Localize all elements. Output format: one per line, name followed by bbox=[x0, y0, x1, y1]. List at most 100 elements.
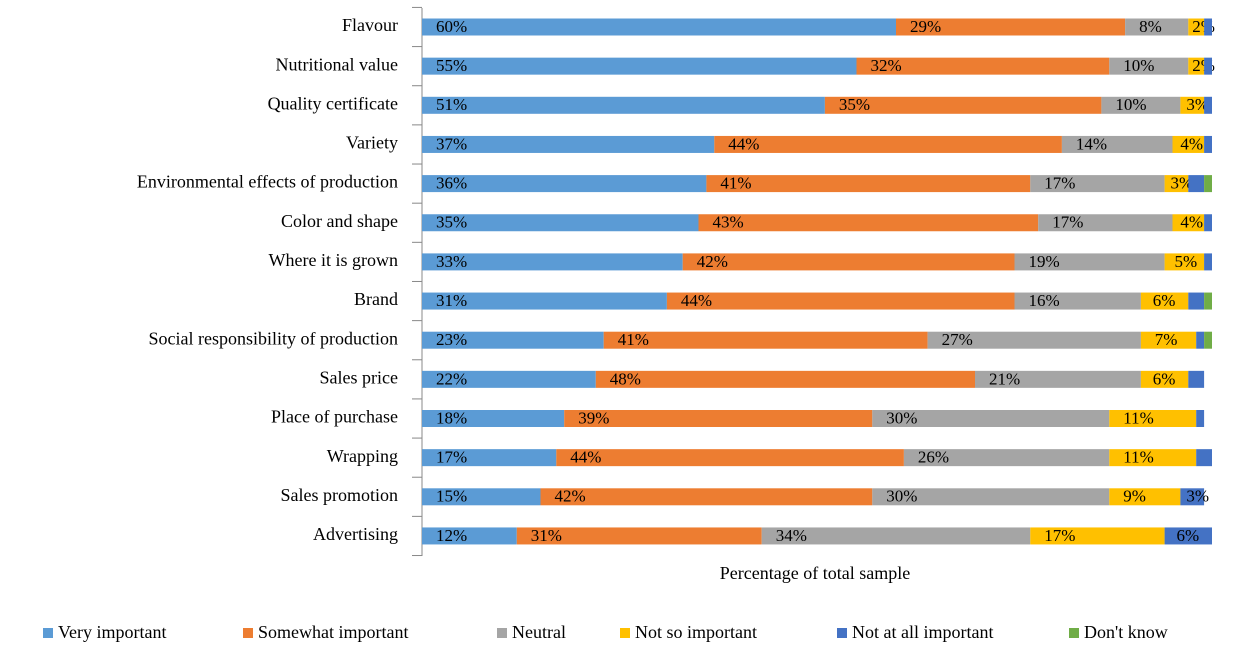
data-label: 42% bbox=[697, 252, 728, 271]
bar-segment bbox=[714, 135, 1062, 153]
y-tick-label: Flavour bbox=[342, 15, 398, 35]
bar-segment bbox=[1188, 292, 1205, 310]
data-label: 60% bbox=[436, 17, 467, 36]
legend-swatch bbox=[620, 628, 630, 638]
data-label: 23% bbox=[436, 330, 467, 349]
bar-segment bbox=[1030, 175, 1165, 193]
bar-segment bbox=[761, 527, 1031, 545]
bar-segment bbox=[422, 410, 565, 427]
bar-segment bbox=[422, 488, 541, 506]
bar-segment bbox=[1188, 18, 1205, 36]
data-label: 5% bbox=[1174, 252, 1197, 271]
y-tick-label: Brand bbox=[354, 289, 398, 309]
data-label: 29% bbox=[910, 17, 941, 36]
data-label: 41% bbox=[618, 330, 649, 349]
bar-segment bbox=[1101, 96, 1181, 114]
bar-segment bbox=[872, 488, 1110, 506]
data-label: 21% bbox=[989, 369, 1020, 388]
bar-segment bbox=[1204, 214, 1212, 232]
bar-segment bbox=[1164, 175, 1189, 193]
bar-segment bbox=[422, 253, 683, 271]
data-label: 35% bbox=[436, 213, 467, 232]
bar-segment bbox=[706, 175, 1031, 193]
x-axis-label: Percentage of total sample bbox=[720, 563, 910, 583]
bar-segment bbox=[1204, 57, 1212, 75]
bar-segment bbox=[603, 331, 928, 349]
bar-segment bbox=[422, 96, 825, 114]
bar-segment bbox=[1180, 96, 1205, 114]
legend-swatch bbox=[837, 628, 847, 638]
bar-segment bbox=[516, 527, 762, 545]
data-label: 42% bbox=[555, 487, 586, 506]
bar-segment bbox=[896, 18, 1126, 36]
data-label: 4% bbox=[1180, 134, 1203, 153]
bar-segment bbox=[1172, 135, 1205, 153]
data-label: 17% bbox=[1044, 526, 1075, 545]
bar-segment bbox=[1038, 214, 1173, 232]
data-label: 7% bbox=[1155, 330, 1178, 349]
legend-label: Don't know bbox=[1084, 622, 1168, 642]
data-label: 27% bbox=[942, 330, 973, 349]
data-label: 15% bbox=[436, 487, 467, 506]
data-label: 3% bbox=[1171, 174, 1194, 193]
y-tick-label: Sales price bbox=[320, 367, 398, 387]
bar-segment bbox=[564, 410, 873, 427]
data-label: 17% bbox=[436, 448, 467, 467]
data-label: 31% bbox=[531, 526, 562, 545]
bar-segment bbox=[1180, 488, 1205, 506]
bar-segment bbox=[422, 449, 557, 467]
data-label: 31% bbox=[436, 291, 467, 310]
data-label: 26% bbox=[918, 448, 949, 467]
bar-segment bbox=[1188, 175, 1205, 193]
data-label: 44% bbox=[681, 291, 712, 310]
data-label: 30% bbox=[886, 408, 917, 427]
data-label: 18% bbox=[436, 408, 467, 427]
bar-segment bbox=[422, 57, 857, 75]
y-tick-label: Quality certificate bbox=[268, 93, 398, 113]
bar-segment bbox=[1204, 292, 1212, 310]
bar-segment bbox=[422, 175, 707, 193]
legend-swatch bbox=[243, 628, 253, 638]
data-label: 11% bbox=[1123, 408, 1154, 427]
data-label: 6% bbox=[1176, 526, 1199, 545]
bar-segment bbox=[1204, 135, 1212, 153]
bar-segment bbox=[422, 135, 715, 153]
data-label: 34% bbox=[776, 526, 807, 545]
y-tick-label: Place of purchase bbox=[271, 407, 398, 427]
bar-segment bbox=[422, 331, 604, 349]
bar-segment bbox=[1204, 175, 1212, 193]
bar-segment bbox=[556, 449, 904, 467]
bar-segment bbox=[1125, 18, 1189, 36]
data-label: 8% bbox=[1139, 17, 1162, 36]
data-label: 36% bbox=[436, 174, 467, 193]
bar-segment bbox=[1188, 370, 1205, 388]
y-tick-label: Color and shape bbox=[281, 211, 398, 231]
bar-segment bbox=[1140, 370, 1189, 388]
y-tick-label: Nutritional value bbox=[276, 54, 398, 74]
legend-label: Not so important bbox=[635, 622, 757, 642]
bar-segment bbox=[422, 292, 667, 310]
data-label: 10% bbox=[1115, 95, 1146, 114]
bar-segment bbox=[1172, 214, 1205, 232]
data-label: 4% bbox=[1180, 213, 1203, 232]
bar-segment bbox=[1109, 57, 1189, 75]
data-label: 17% bbox=[1052, 213, 1083, 232]
y-tick-label: Environmental effects of production bbox=[137, 172, 398, 192]
data-label: 37% bbox=[436, 134, 467, 153]
legend-label: Very important bbox=[58, 622, 166, 642]
bar-segment bbox=[540, 488, 873, 506]
bar-segment bbox=[1196, 410, 1205, 427]
data-label: 43% bbox=[713, 213, 744, 232]
data-label: 14% bbox=[1076, 134, 1107, 153]
data-label: 11% bbox=[1123, 448, 1154, 467]
bar-segment bbox=[927, 331, 1141, 349]
bar-segment bbox=[1204, 331, 1212, 349]
data-label: 3% bbox=[1186, 95, 1209, 114]
data-label: 6% bbox=[1153, 369, 1176, 388]
legend-swatch bbox=[497, 628, 507, 638]
data-label: 51% bbox=[436, 95, 467, 114]
data-label: 44% bbox=[570, 448, 601, 467]
bar-segment bbox=[872, 410, 1110, 427]
data-label: 22% bbox=[436, 369, 467, 388]
